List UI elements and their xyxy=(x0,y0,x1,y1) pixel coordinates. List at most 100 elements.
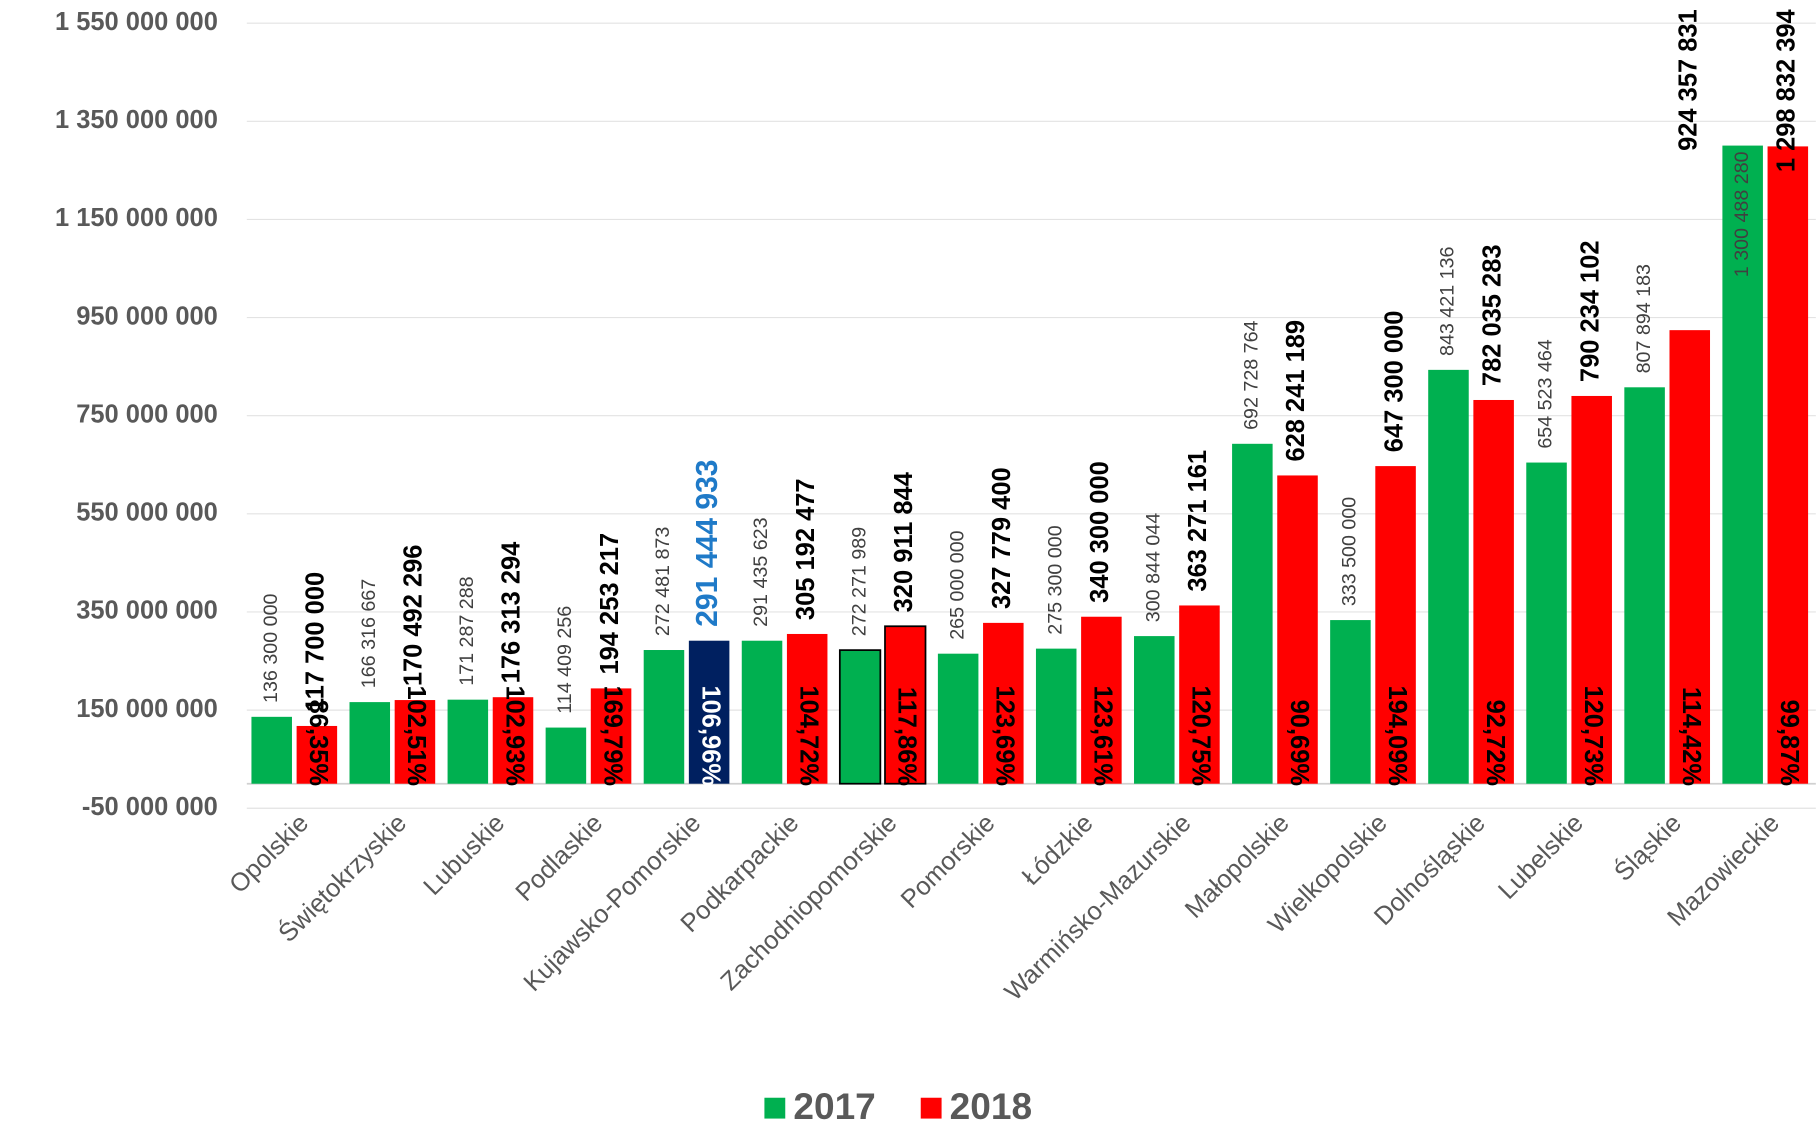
value-label: 1 300 488 280 xyxy=(1731,151,1753,277)
percent-label: 99,87% xyxy=(1775,700,1803,786)
value-label: 333 500 000 xyxy=(1339,497,1361,606)
percent-label: 123,69% xyxy=(991,685,1019,786)
y-tick-label: 350 000 000 xyxy=(76,597,218,625)
bar xyxy=(884,625,927,785)
bar xyxy=(447,699,489,784)
bar xyxy=(1571,395,1612,784)
x-tick-label: Lubuskie xyxy=(418,809,510,901)
bar xyxy=(1722,145,1763,784)
value-label: 340 300 000 xyxy=(1086,461,1114,603)
bar xyxy=(688,640,730,784)
bar xyxy=(1669,330,1711,784)
percent-label: 106,96% xyxy=(696,685,724,786)
y-tick-label: 750 000 000 xyxy=(76,400,218,428)
bar xyxy=(1179,605,1220,784)
bar xyxy=(394,700,436,784)
x-tick-label: Warmińsko-Mazurskie xyxy=(999,809,1196,1006)
bar xyxy=(1134,636,1175,784)
value-label: 843 421 136 xyxy=(1437,247,1459,356)
x-tick-label: Łódzkie xyxy=(1017,809,1099,891)
percent-label: 114,42% xyxy=(1677,687,1705,786)
bar xyxy=(1232,443,1273,784)
percent-label: 194,09% xyxy=(1383,685,1411,786)
value-label: 1 298 832 394 xyxy=(1773,8,1801,172)
bar xyxy=(1767,146,1809,784)
bar xyxy=(643,650,685,784)
value-label: 171 287 288 xyxy=(456,576,478,685)
percent-label: 90,69% xyxy=(1285,700,1313,786)
value-label: 790 234 102 xyxy=(1576,240,1604,382)
percent-label: 102,51% xyxy=(402,685,430,786)
value-label: 176 313 294 xyxy=(498,541,526,683)
bar xyxy=(1473,399,1514,784)
percent-label: 86,35% xyxy=(304,700,332,786)
value-label: 782 035 283 xyxy=(1478,244,1506,386)
bar xyxy=(251,716,292,784)
bar xyxy=(1081,616,1122,784)
percent-label: 102,93% xyxy=(500,685,528,786)
value-label: 272 271 989 xyxy=(848,527,870,636)
bar xyxy=(1375,466,1416,784)
percent-label: 120,75% xyxy=(1187,685,1215,786)
percent-label: 169,79% xyxy=(598,685,626,786)
bar xyxy=(1035,648,1077,784)
y-tick-label: -50 000 000 xyxy=(82,793,218,821)
x-tick-label: Opolskie xyxy=(224,809,314,899)
percent-label: 117,86% xyxy=(893,687,921,786)
bar xyxy=(590,688,632,784)
bar xyxy=(1624,387,1665,784)
bar xyxy=(741,640,783,784)
value-label: 320 911 844 xyxy=(890,471,918,612)
bar xyxy=(1330,620,1371,784)
percent-label: 123,61% xyxy=(1089,685,1117,786)
value-label: 628 241 189 xyxy=(1282,320,1310,462)
value-label: 114 409 256 xyxy=(554,606,576,714)
bar xyxy=(937,653,979,784)
x-tick-label: Kujawsko-Pomorskie xyxy=(518,809,706,997)
x-tick-label: Lubelskie xyxy=(1493,809,1589,905)
bar xyxy=(1428,369,1469,784)
x-tick-label: Zachodniopomorskie xyxy=(716,809,903,996)
x-tick-label: Śląskie xyxy=(1608,808,1687,887)
value-label: 363 271 161 xyxy=(1184,450,1212,592)
bar xyxy=(492,697,534,784)
value-label: 300 844 044 xyxy=(1142,513,1164,622)
value-label: 194 253 217 xyxy=(596,533,624,675)
value-label: 265 000 000 xyxy=(946,530,968,639)
value-label: 807 894 183 xyxy=(1633,264,1655,373)
value-label: 170 492 296 xyxy=(400,545,428,687)
value-label: 117 700 000 xyxy=(302,572,330,712)
value-label: 275 300 000 xyxy=(1044,525,1066,634)
y-tick-label: 150 000 000 xyxy=(76,695,218,723)
legend-swatch xyxy=(764,1097,786,1119)
y-tick-label: 550 000 000 xyxy=(76,499,218,527)
value-label: 924 357 831 xyxy=(1674,9,1702,151)
value-label: 272 481 873 xyxy=(652,527,674,636)
legend-label: 2018 xyxy=(950,1085,1032,1127)
legend-label: 2017 xyxy=(793,1085,875,1127)
value-label: 291 435 623 xyxy=(750,517,772,626)
value-label: 166 316 667 xyxy=(358,579,380,688)
y-tick-label: 950 000 000 xyxy=(76,302,218,330)
bar xyxy=(296,725,338,784)
bar xyxy=(1526,462,1567,784)
bar xyxy=(1277,475,1318,784)
value-label: 654 523 464 xyxy=(1535,339,1557,448)
y-tick-label: 1 350 000 000 xyxy=(55,106,218,134)
percent-label: 92,72% xyxy=(1481,700,1509,786)
y-tick-label: 1 150 000 000 xyxy=(55,204,218,232)
value-label: 136 300 000 xyxy=(260,593,282,702)
value-label: 327 779 400 xyxy=(988,467,1016,609)
value-label: 291 444 933 xyxy=(691,459,724,626)
bar xyxy=(545,727,587,784)
value-label: 692 728 764 xyxy=(1241,320,1263,429)
bar xyxy=(838,649,882,785)
x-tick-label: Pomorskie xyxy=(896,809,1001,914)
value-label: 647 300 000 xyxy=(1380,311,1408,453)
value-label: 305 192 477 xyxy=(792,478,820,620)
bar xyxy=(983,622,1024,784)
y-tick-label: 1 550 000 000 xyxy=(55,8,218,36)
bar xyxy=(349,702,391,784)
